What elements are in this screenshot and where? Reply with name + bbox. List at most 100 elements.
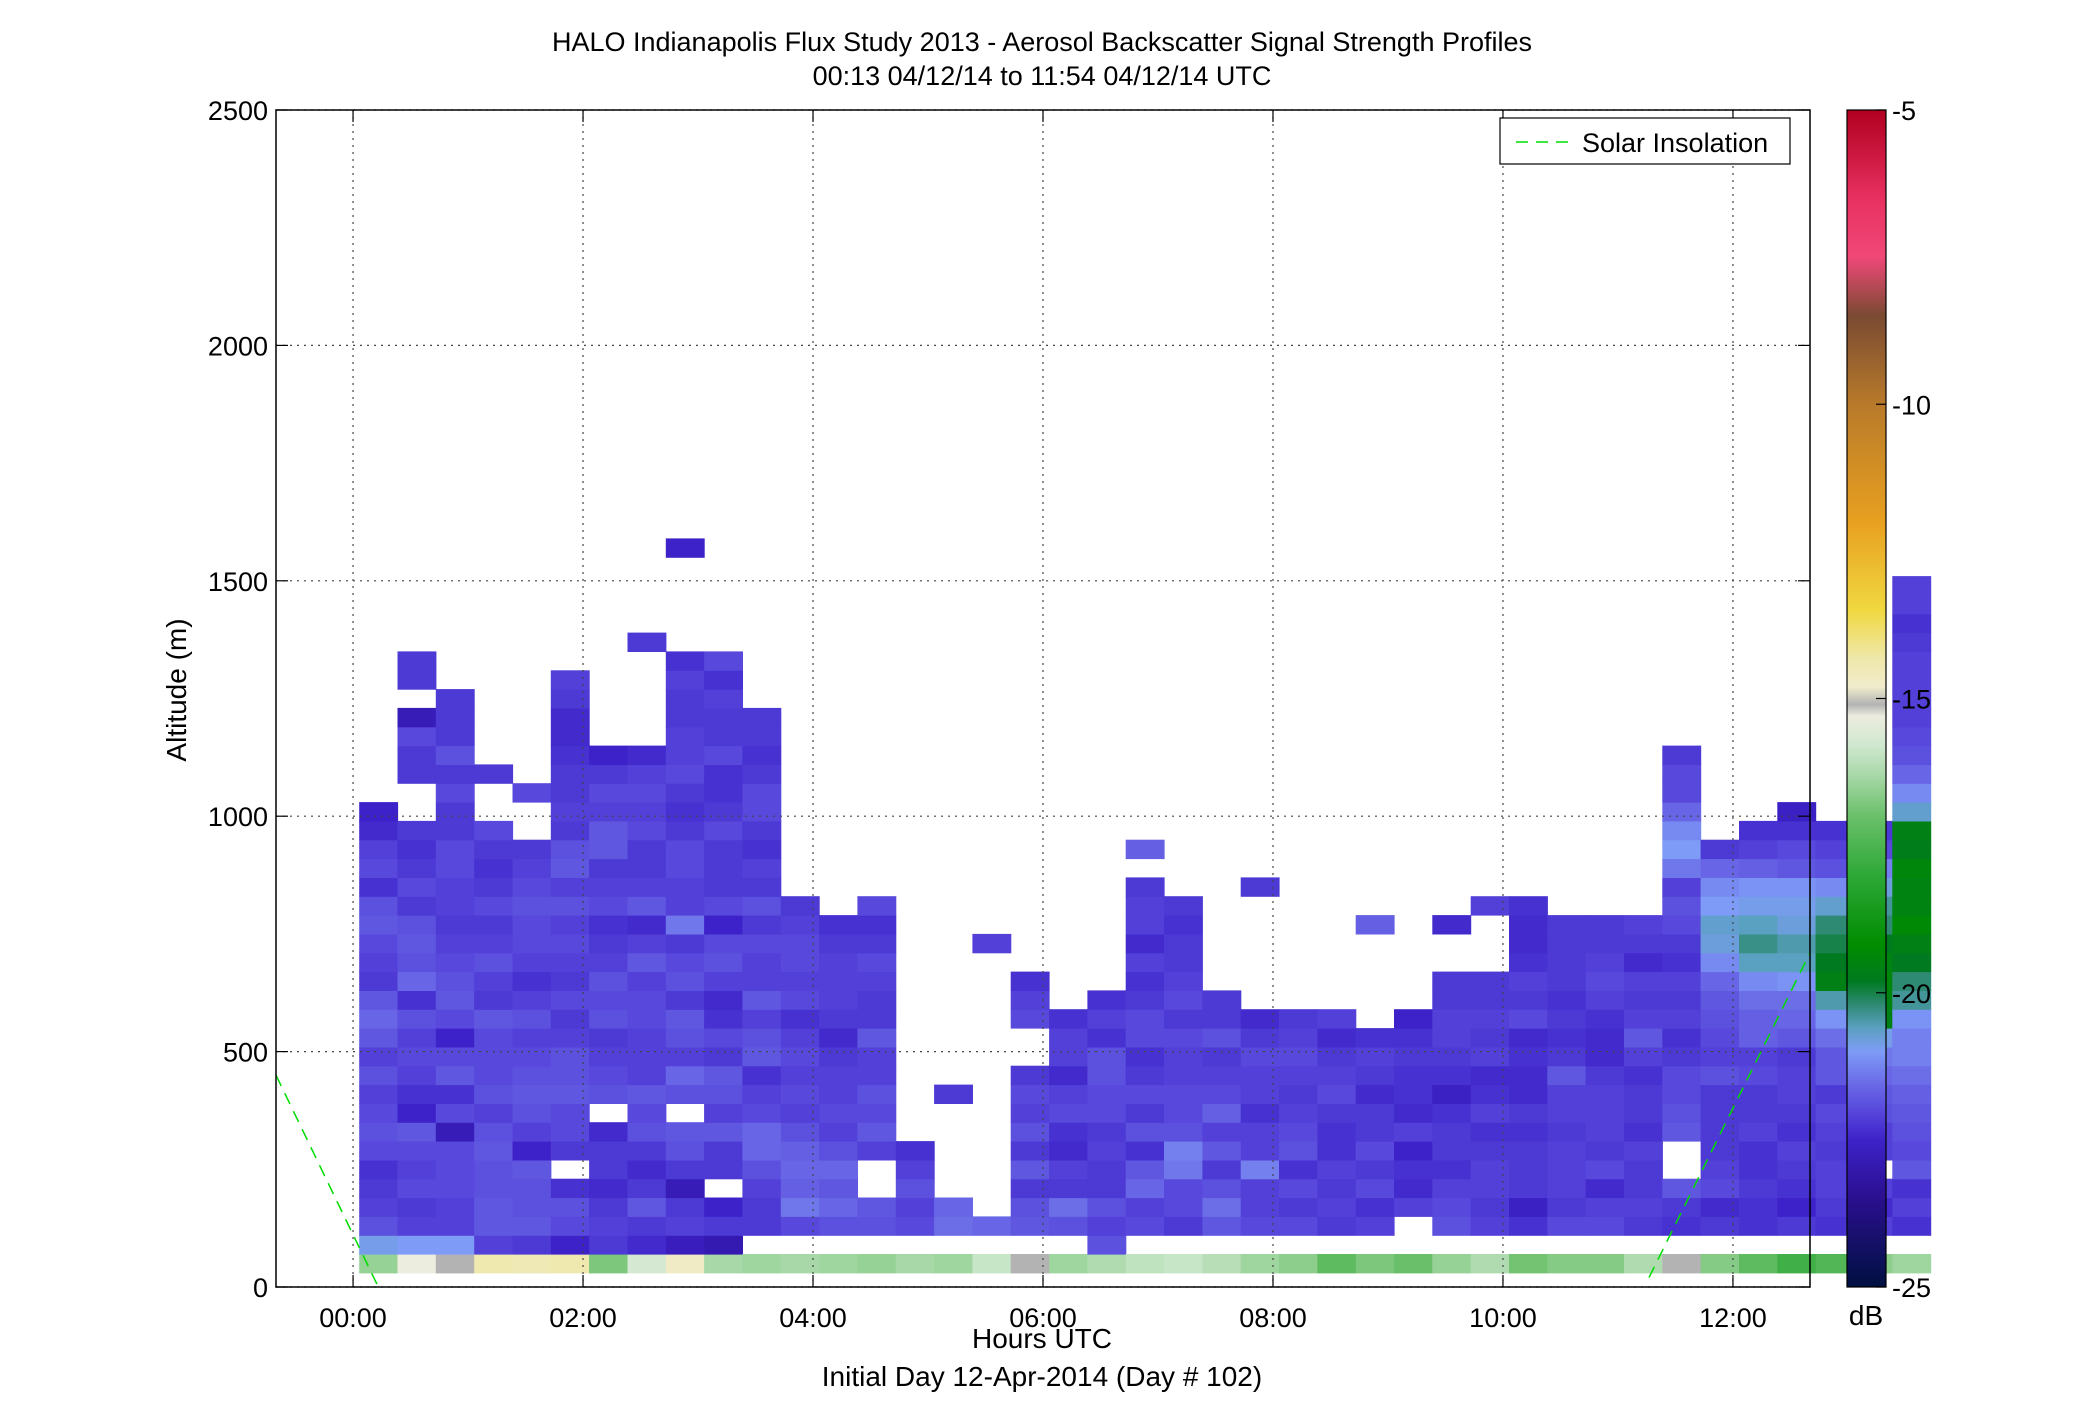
heatmap-cell bbox=[665, 915, 705, 935]
heatmap-cell bbox=[1815, 1216, 1855, 1236]
heatmap-cell bbox=[1432, 1254, 1472, 1274]
heatmap-cell bbox=[1739, 1103, 1778, 1123]
heatmap-cell bbox=[1164, 1122, 1203, 1142]
heatmap-cell bbox=[512, 783, 552, 803]
heatmap-cell bbox=[1585, 1159, 1625, 1180]
heatmap-cell bbox=[589, 877, 628, 897]
heatmap-cell bbox=[780, 1122, 820, 1142]
heatmap-cell bbox=[1624, 1065, 1663, 1086]
heatmap-cell bbox=[704, 1028, 743, 1048]
heatmap-cell bbox=[665, 802, 705, 822]
y-tick-label: 500 bbox=[223, 1038, 268, 1068]
heatmap-cell bbox=[742, 1197, 782, 1217]
heatmap-cell bbox=[589, 1084, 628, 1104]
heatmap-cell bbox=[857, 952, 897, 973]
heatmap-cell bbox=[1815, 933, 1855, 954]
heatmap-cell bbox=[1087, 1254, 1127, 1274]
heatmap-cell bbox=[1892, 594, 1932, 615]
heatmap-cell bbox=[742, 1178, 782, 1199]
heatmap-cell bbox=[1164, 952, 1203, 973]
heatmap-cell bbox=[1202, 1254, 1242, 1274]
heatmap-cell bbox=[1815, 896, 1855, 916]
heatmap-cell bbox=[1739, 839, 1778, 860]
y-axis-ticks: 0 500 1000 1500 2000 2500 bbox=[208, 96, 1810, 1303]
legend: Solar Insolation bbox=[1499, 117, 1791, 165]
heatmap-cell bbox=[1125, 1254, 1165, 1274]
heatmap-cell bbox=[742, 802, 782, 822]
heatmap-cell bbox=[1892, 1197, 1932, 1217]
heatmap-cell bbox=[1624, 1178, 1663, 1199]
heatmap-cell bbox=[1662, 1009, 1702, 1029]
heatmap-cell bbox=[742, 933, 782, 954]
heatmap-cell bbox=[1624, 933, 1663, 954]
heatmap-cell bbox=[1125, 1141, 1165, 1161]
heatmap-cell bbox=[1240, 1028, 1280, 1048]
heatmap-cell bbox=[1394, 1122, 1433, 1142]
heatmap-cell bbox=[1164, 896, 1203, 916]
heatmap-cell bbox=[1739, 1122, 1778, 1142]
heatmap-cell bbox=[1279, 1141, 1318, 1161]
heatmap-cell bbox=[474, 933, 514, 954]
heatmap-cell bbox=[742, 858, 782, 878]
heatmap-cell bbox=[1432, 990, 1472, 1010]
heatmap-cell bbox=[1202, 990, 1242, 1010]
heatmap-cell bbox=[1662, 1122, 1702, 1142]
heatmap-cell bbox=[1164, 1065, 1203, 1086]
heatmap-cell bbox=[819, 971, 858, 991]
heatmap-cell bbox=[1087, 1197, 1127, 1217]
heatmap-cell bbox=[1624, 1009, 1663, 1029]
heatmap-cell bbox=[819, 1122, 858, 1142]
heatmap-cell bbox=[1547, 990, 1587, 1010]
heatmap-cell bbox=[1892, 1103, 1932, 1123]
heatmap-cell bbox=[435, 1065, 475, 1086]
y-axis-label: Altitude (m) bbox=[161, 618, 192, 761]
heatmap-cell bbox=[1355, 1159, 1395, 1180]
heatmap-cell bbox=[819, 933, 858, 954]
x-tick-label: 04:00 bbox=[779, 1303, 847, 1333]
heatmap-cell bbox=[1624, 1103, 1663, 1123]
heatmap-cell bbox=[1202, 1009, 1242, 1029]
heatmap-cell bbox=[1700, 1084, 1740, 1104]
heatmap-cell bbox=[397, 1065, 437, 1086]
heatmap-cell bbox=[512, 858, 552, 878]
heatmap-cell bbox=[359, 1084, 399, 1104]
heatmap-cell bbox=[589, 952, 628, 973]
heatmap-cell bbox=[1892, 971, 1932, 991]
heatmap-cell bbox=[397, 839, 437, 860]
heatmap-cell bbox=[1739, 820, 1778, 841]
heatmap-cell bbox=[359, 1046, 399, 1067]
heatmap-cell bbox=[1777, 820, 1817, 841]
heatmap-cell bbox=[589, 915, 628, 935]
heatmap-cell bbox=[1010, 1084, 1050, 1104]
heatmap-cell bbox=[1317, 1122, 1357, 1142]
heatmap-cell bbox=[512, 839, 552, 860]
heatmap-cell bbox=[1509, 1084, 1548, 1104]
heatmap-cell bbox=[1892, 670, 1932, 690]
heatmap-cell bbox=[665, 1084, 705, 1104]
heatmap-cell bbox=[1470, 1216, 1510, 1236]
heatmap-cell bbox=[435, 707, 475, 728]
heatmap-cell bbox=[1892, 1141, 1932, 1161]
heatmap-cell bbox=[1662, 1103, 1702, 1123]
heatmap-cell bbox=[819, 1197, 858, 1217]
heatmap-cell bbox=[1470, 1009, 1510, 1029]
heatmap-cell bbox=[1317, 1159, 1357, 1180]
heatmap-cell bbox=[397, 971, 437, 991]
heatmap-cell bbox=[1432, 1216, 1472, 1236]
heatmap-cell bbox=[627, 1122, 667, 1142]
heatmap-cell bbox=[742, 745, 782, 765]
heatmap-cell bbox=[1125, 1159, 1165, 1180]
heatmap-cell bbox=[359, 1197, 399, 1217]
heatmap-cell bbox=[704, 1122, 743, 1142]
heatmap-cell bbox=[627, 896, 667, 916]
heatmap-cell bbox=[512, 877, 552, 897]
heatmap-cell bbox=[435, 915, 475, 935]
heatmap-cell bbox=[589, 858, 628, 878]
heatmap-cell bbox=[857, 1028, 897, 1048]
heatmap-cell bbox=[819, 1141, 858, 1161]
heatmap-cell bbox=[1547, 1254, 1587, 1274]
heatmap-cell bbox=[1892, 820, 1932, 841]
heatmap-cell bbox=[1739, 1065, 1778, 1086]
heatmap-cell bbox=[512, 1141, 552, 1161]
heatmap-cell bbox=[474, 952, 514, 973]
